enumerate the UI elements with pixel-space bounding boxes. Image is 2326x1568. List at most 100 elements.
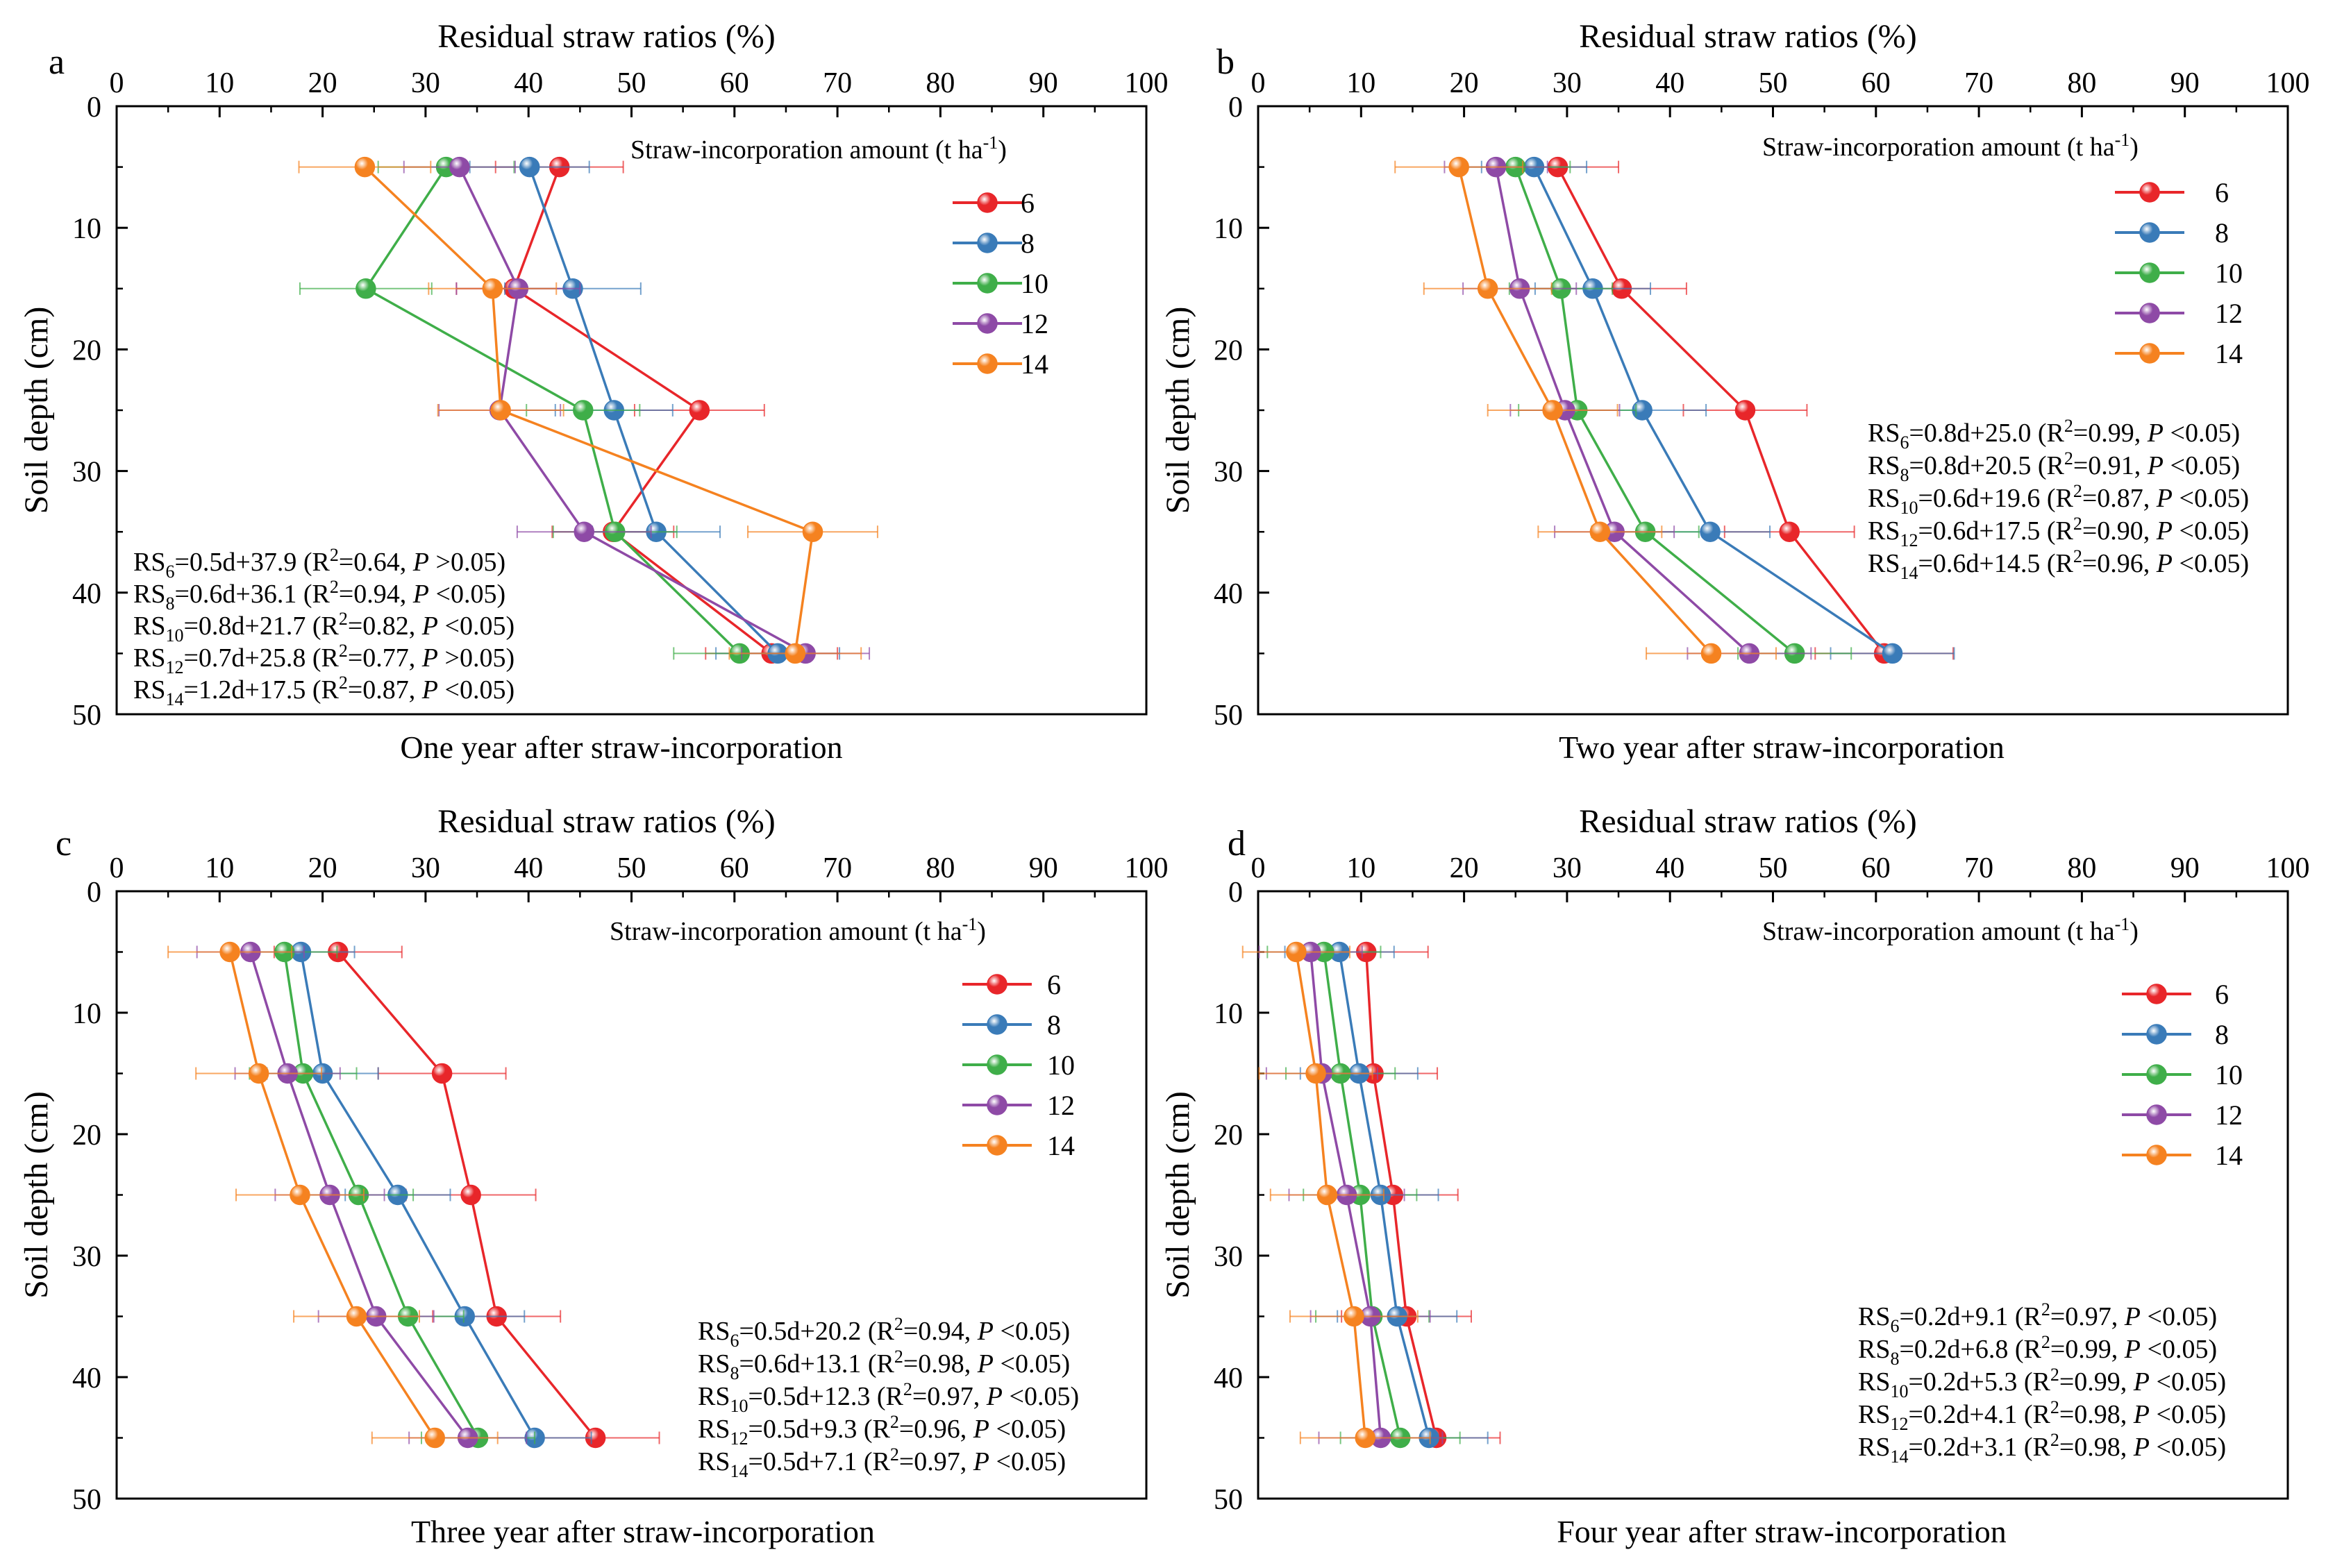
data-point bbox=[1542, 400, 1563, 421]
y-tick-label: 20 bbox=[72, 335, 101, 366]
legend-title-superscript: -1 bbox=[983, 133, 998, 153]
equation-subscript: 8 bbox=[165, 593, 174, 614]
legend-label: 14 bbox=[2215, 1140, 2243, 1171]
legend-marker bbox=[987, 1095, 1007, 1115]
regression-equation: RS10=0.5d+12.3 (R2=0.97, P <0.05) bbox=[698, 1379, 1079, 1416]
equation-tail: <0.05) bbox=[438, 675, 514, 705]
data-point bbox=[482, 278, 503, 299]
equation-subscript: 14 bbox=[165, 689, 183, 709]
equation-subscript: 10 bbox=[730, 1396, 748, 1416]
equation-subscript: 8 bbox=[1890, 1349, 1899, 1369]
y-tick-label: 10 bbox=[72, 213, 101, 245]
equation-tail: <0.05) bbox=[2164, 419, 2240, 448]
panel-d: 0 10 20 30 40 50 60 70 80 90 100 0 10 20 30 40 50 Residua… bbox=[1160, 803, 2310, 1549]
x-tick-label: 40 bbox=[1655, 67, 1684, 99]
x-tick-label: 90 bbox=[1029, 67, 1058, 99]
regression-equation: RS6=0.8d+25.0 (R2=0.99, P <0.05) bbox=[1868, 416, 2240, 453]
equation-subscript: 12 bbox=[730, 1428, 748, 1449]
legend-title-text: Straw-incorporation amount (t ha bbox=[1762, 133, 2115, 162]
y-tick-label: 50 bbox=[1214, 700, 1243, 732]
equation-p: P bbox=[2147, 419, 2164, 448]
equation-symbol: RS bbox=[1868, 451, 1900, 480]
regression-equation: RS8=0.6d+36.1 (R2=0.94, P <0.05) bbox=[133, 577, 505, 614]
legend-marker bbox=[977, 313, 998, 334]
equation-stat: =0.97, bbox=[912, 1382, 987, 1411]
equation-body: =0.6d+17.5 (R bbox=[1918, 516, 2073, 546]
data-point bbox=[424, 1427, 445, 1449]
y-tick-label: 30 bbox=[1214, 1241, 1243, 1273]
equation-stat: =0.97, bbox=[899, 1447, 973, 1476]
equation-stat: =0.91, bbox=[2073, 451, 2148, 480]
equation-subscript: 12 bbox=[1890, 1414, 1908, 1434]
x-tick-label: 60 bbox=[1861, 852, 1891, 884]
legend-label: 6 bbox=[2215, 177, 2229, 208]
x-tick-label: 40 bbox=[514, 852, 543, 884]
regression-equation: RS14=0.2d+3.1 (R2=0.98, P <0.05) bbox=[1858, 1430, 2226, 1467]
regression-equation: RS8=0.6d+13.1 (R2=0.98, P <0.05) bbox=[698, 1347, 1070, 1383]
equation-superscript: 2 bbox=[2073, 546, 2082, 566]
x-tick-label: 100 bbox=[1125, 852, 1169, 884]
legend-marker bbox=[2146, 984, 2167, 1004]
legend-marker bbox=[2146, 1145, 2167, 1165]
equation-body: =0.6d+13.1 (R bbox=[739, 1349, 894, 1379]
equation-stat: =0.96, bbox=[899, 1415, 973, 1444]
equation-body: =0.6d+19.6 (R bbox=[1918, 484, 2073, 513]
data-point bbox=[355, 278, 376, 299]
equation-body: =0.2d+4.1 (R bbox=[1908, 1400, 2050, 1429]
equation-body: =0.6d+36.1 (R bbox=[174, 580, 330, 609]
legend-marker bbox=[977, 233, 998, 253]
regression-equation: RS12=0.7d+25.8 (R2=0.77, P >0.05) bbox=[133, 641, 514, 677]
series-14 bbox=[298, 156, 878, 664]
equation-p: P bbox=[2133, 1367, 2150, 1397]
legend-title-superscript: -1 bbox=[2115, 914, 2130, 934]
equation-symbol: RS bbox=[1858, 1367, 1890, 1397]
equation-superscript: 2 bbox=[2064, 448, 2073, 469]
equation-p: P bbox=[977, 1317, 994, 1346]
x-tick-label: 30 bbox=[1553, 852, 1582, 884]
data-point bbox=[1882, 643, 1903, 664]
legend-title: Straw-incorporation amount (t ha-1) bbox=[1762, 914, 2139, 946]
equation-symbol: RS bbox=[698, 1317, 730, 1346]
data-point bbox=[1477, 278, 1498, 299]
equation-body: =0.5d+37.9 (R bbox=[174, 548, 330, 577]
legend-marker bbox=[2139, 343, 2160, 364]
equation-tail: <0.05) bbox=[2150, 1367, 2226, 1397]
legend-title: Straw-incorporation amount (t ha-1) bbox=[610, 914, 986, 946]
equation-p: P bbox=[421, 675, 438, 705]
equation-stat: =0.77, bbox=[348, 643, 422, 673]
data-point bbox=[431, 1063, 453, 1084]
equation-p: P bbox=[2156, 549, 2173, 578]
legend-label: 14 bbox=[1021, 348, 1048, 380]
y-tick-label: 40 bbox=[72, 578, 101, 610]
equation-subscript: 8 bbox=[730, 1363, 739, 1383]
equation-subscript: 12 bbox=[165, 657, 183, 677]
panel-caption: One year after straw-incorporation bbox=[400, 730, 842, 765]
y-tick-label: 0 bbox=[1228, 92, 1243, 124]
equation-subscript: 10 bbox=[1900, 498, 1918, 518]
data-point bbox=[290, 1184, 310, 1206]
legend-label: 8 bbox=[1021, 228, 1035, 259]
equation-stat: =0.99, bbox=[2073, 419, 2148, 448]
equation-superscript: 2 bbox=[330, 577, 339, 597]
panel-caption: Four year after straw-incorporation bbox=[1557, 1514, 2007, 1549]
y-tick-label: 30 bbox=[72, 1241, 101, 1273]
regression-equation: RS10=0.6d+19.6 (R2=0.87, P <0.05) bbox=[1868, 481, 2249, 518]
legend-label: 6 bbox=[1047, 969, 1061, 1000]
equation-body: =0.7d+25.8 (R bbox=[183, 643, 339, 673]
data-point bbox=[1448, 156, 1469, 178]
legend-title-text: Straw-incorporation amount (t ha bbox=[1762, 917, 2115, 946]
y-tick-label: 10 bbox=[1214, 998, 1243, 1030]
x-tick-label: 50 bbox=[1759, 852, 1788, 884]
y-tick-label: 40 bbox=[72, 1363, 101, 1394]
equation-symbol: RS bbox=[1868, 484, 1900, 513]
x-tick-label: 0 bbox=[1251, 852, 1266, 884]
x-tick-label: 30 bbox=[411, 67, 440, 99]
x-axis-title: Residual straw ratios (%) bbox=[1579, 803, 1917, 840]
x-tick-label: 80 bbox=[2067, 67, 2096, 99]
y-axis-title: Soil depth (cm) bbox=[18, 307, 55, 514]
equation-body: =0.5d+9.3 (R bbox=[748, 1415, 890, 1444]
equation-superscript: 2 bbox=[2050, 1365, 2059, 1385]
y-tick-label: 0 bbox=[87, 877, 101, 909]
equation-stat: =0.97, bbox=[2050, 1302, 2125, 1331]
panel-a: 0 10 20 30 40 50 60 70 80 90 100 0 10 20 30 40 50 Residua… bbox=[18, 18, 1169, 765]
